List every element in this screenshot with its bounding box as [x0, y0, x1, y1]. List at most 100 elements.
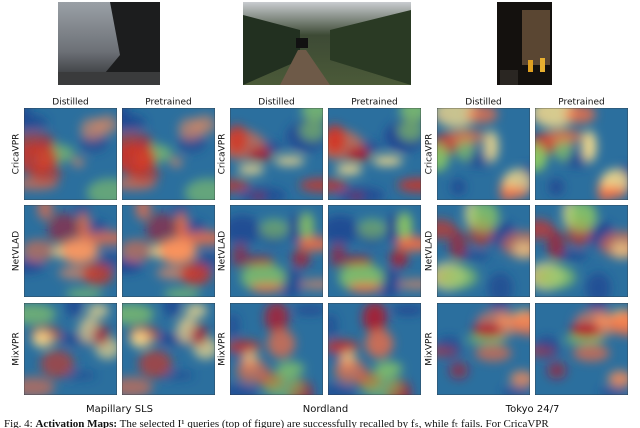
activation-map	[535, 108, 628, 200]
blob	[328, 383, 357, 395]
blob	[135, 205, 152, 221]
blob	[484, 130, 499, 163]
blob	[87, 303, 110, 319]
map-blobs	[230, 303, 323, 395]
blob	[230, 179, 250, 193]
activation-map	[24, 303, 117, 395]
blob	[328, 215, 360, 245]
blob	[357, 218, 387, 239]
blob	[466, 108, 498, 124]
caption: Fig. 4: Activation Maps: The selected I¹…	[4, 418, 549, 428]
blob	[397, 178, 421, 193]
blob	[328, 179, 348, 193]
blob	[611, 241, 628, 259]
blob	[158, 237, 197, 264]
blob	[599, 386, 628, 395]
blob	[249, 282, 284, 293]
blob	[190, 324, 208, 346]
blob	[264, 303, 289, 333]
blob	[437, 143, 450, 172]
map-blobs	[122, 205, 215, 297]
column-header: Distilled	[258, 98, 294, 108]
blob	[262, 373, 304, 395]
blob	[365, 329, 394, 359]
blob	[63, 371, 97, 380]
blob	[543, 129, 585, 144]
blob	[297, 236, 323, 252]
column-header: Pretrained	[351, 98, 398, 108]
blob	[334, 358, 367, 384]
blob	[299, 212, 314, 241]
blob	[300, 278, 323, 290]
column-header: Distilled	[52, 98, 88, 108]
blob	[372, 155, 403, 167]
blob	[267, 329, 296, 359]
blob	[449, 230, 467, 260]
blob	[122, 114, 146, 130]
blob	[328, 339, 360, 354]
column-header: Pretrained	[145, 98, 192, 108]
caption-part: Fig. 4:	[4, 418, 33, 428]
blob	[535, 265, 577, 290]
blob	[86, 178, 117, 200]
blob	[65, 303, 82, 317]
blob	[72, 205, 91, 217]
blob	[230, 215, 262, 245]
blob	[437, 265, 479, 290]
blob	[138, 349, 173, 379]
blob	[72, 157, 85, 168]
map-blobs	[437, 303, 530, 395]
blob	[585, 272, 611, 297]
blob	[77, 212, 90, 242]
blob	[252, 191, 265, 200]
blob	[329, 243, 347, 269]
blob	[474, 344, 512, 362]
map-blobs	[535, 303, 628, 395]
blob	[582, 130, 597, 163]
blob	[122, 239, 154, 262]
blob	[185, 303, 208, 319]
blob	[60, 237, 99, 264]
row-label: CricaVPR	[12, 134, 22, 175]
blob	[130, 330, 153, 349]
blob	[373, 361, 403, 376]
blob	[163, 289, 201, 297]
dataset-label: Mapillary SLS	[86, 404, 153, 415]
blob	[397, 212, 412, 241]
activation-map	[328, 205, 421, 297]
activation-map	[24, 205, 117, 297]
map-blobs	[328, 108, 421, 200]
blob	[501, 386, 530, 395]
activation-map	[230, 303, 323, 395]
blob	[170, 205, 189, 217]
activation-map	[328, 303, 421, 395]
dataset-label: Nordland	[303, 404, 348, 415]
map-blobs	[437, 108, 530, 200]
map-blobs	[24, 205, 117, 297]
blob	[230, 339, 262, 354]
blob	[24, 303, 57, 325]
caption-part: The selected I¹ queries (top of figure) …	[120, 418, 550, 428]
blob	[179, 262, 212, 286]
blob	[275, 361, 305, 376]
activation-map	[24, 108, 117, 200]
blob	[299, 119, 323, 142]
blob	[274, 155, 305, 167]
blob	[391, 305, 421, 315]
blob	[599, 186, 627, 198]
blob	[81, 262, 114, 286]
blob	[609, 310, 628, 337]
blob	[259, 218, 289, 239]
row-label: NetVLAD	[425, 231, 435, 271]
row-label: MixVPR	[218, 332, 228, 365]
blob	[547, 361, 567, 380]
query-image	[243, 2, 411, 85]
map-blobs	[122, 303, 215, 395]
blob	[163, 303, 180, 317]
query-image	[58, 2, 160, 85]
blob	[299, 178, 323, 193]
blob	[471, 322, 503, 338]
blob	[248, 146, 273, 162]
blob	[397, 119, 421, 142]
